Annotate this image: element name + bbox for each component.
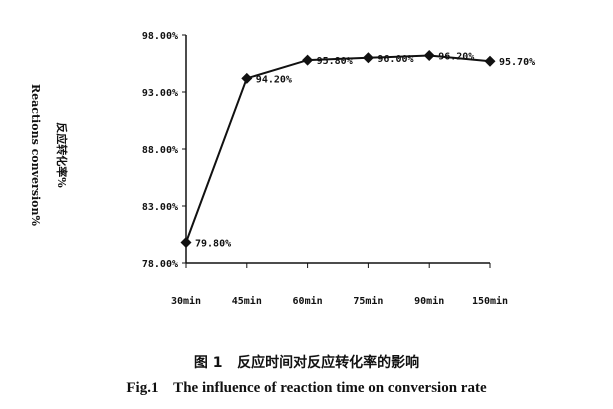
data-point-marker [423, 50, 435, 62]
x-tick-label: 60min [293, 295, 323, 307]
figure-caption-english: Fig.1 The influence of reaction time on … [126, 380, 487, 396]
data-label: 96.20% [438, 52, 474, 63]
data-points [180, 50, 496, 248]
data-point-marker [484, 55, 496, 67]
y-tick-label: 93.00% [142, 88, 178, 99]
y-tick-label: 98.00% [142, 31, 178, 42]
data-label: 95.80% [317, 56, 353, 67]
data-labels: 79.80% 94.20% 95.80% 96.00% 96.20% 95.70% [195, 52, 535, 250]
x-tick-label: 90min [414, 295, 444, 307]
data-label: 79.80% [195, 238, 231, 249]
y-tick-label: 78.00% [142, 259, 178, 270]
y-axis-label-chinese: 反应转化率% [55, 122, 69, 188]
data-label: 96.00% [377, 54, 413, 65]
y-axis-label-english: Reactions conversion% [29, 84, 42, 227]
data-point-marker [180, 236, 192, 248]
y-tick-label: 88.00% [142, 145, 178, 156]
y-tick-label: 83.00% [142, 202, 178, 213]
x-tick-label: 150min [472, 295, 508, 307]
data-point-marker [241, 72, 253, 84]
x-tick-label: 30min [171, 295, 201, 307]
data-point-marker [362, 52, 374, 64]
data-label: 95.70% [499, 57, 535, 68]
x-ticks: 30min 45min 60min 75min 90min 150min [171, 263, 508, 307]
x-tick-label: 45min [232, 295, 262, 307]
x-tick-label: 75min [353, 295, 383, 307]
data-label: 94.20% [256, 74, 292, 85]
y-ticks: 78.00% 83.00% 88.00% 93.00% 98.00% [142, 31, 186, 270]
figure-caption-chinese: 图 1 反应时间对反应转化率的影响 [193, 355, 420, 371]
series-line [185, 54, 491, 243]
data-point-marker [302, 54, 314, 66]
